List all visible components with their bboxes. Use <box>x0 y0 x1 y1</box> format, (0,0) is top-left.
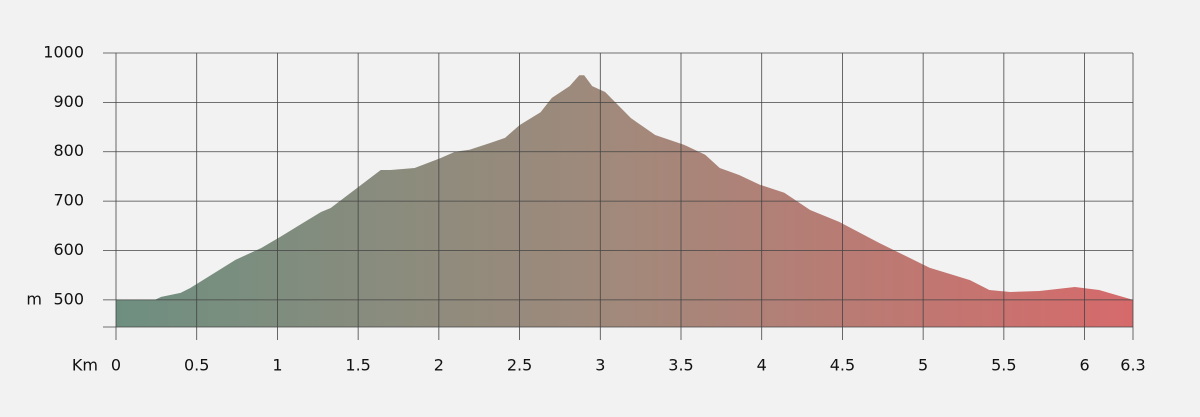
y-unit: m <box>26 290 42 309</box>
y-tick-label: 800 <box>53 141 84 160</box>
x-tick-label: 6 <box>1079 356 1089 375</box>
x-tick-label: 5.5 <box>991 356 1016 375</box>
y-tick-label: 500 <box>53 289 84 308</box>
x-tick-label: 4.5 <box>830 356 855 375</box>
x-tick-label: 0.5 <box>184 356 209 375</box>
x-tick-label: 2 <box>434 356 444 375</box>
x-tick-label: 4 <box>757 356 767 375</box>
x-tick-label: 1.5 <box>345 356 370 375</box>
y-tick-label: 900 <box>53 92 84 111</box>
x-tick-label: 0 <box>111 356 121 375</box>
x-tick-label: 2.5 <box>507 356 532 375</box>
y-tick-label: 700 <box>53 191 84 210</box>
x-tick-label: 6.3 <box>1120 356 1145 375</box>
x-tick-label: 1 <box>272 356 282 375</box>
x-tick-label: 3 <box>595 356 605 375</box>
x-tick-label: 3.5 <box>668 356 693 375</box>
y-tick-label: 1000 <box>43 43 84 62</box>
y-tick-label: 600 <box>53 240 84 259</box>
x-unit: Km <box>72 356 98 375</box>
x-tick-label: 5 <box>918 356 928 375</box>
